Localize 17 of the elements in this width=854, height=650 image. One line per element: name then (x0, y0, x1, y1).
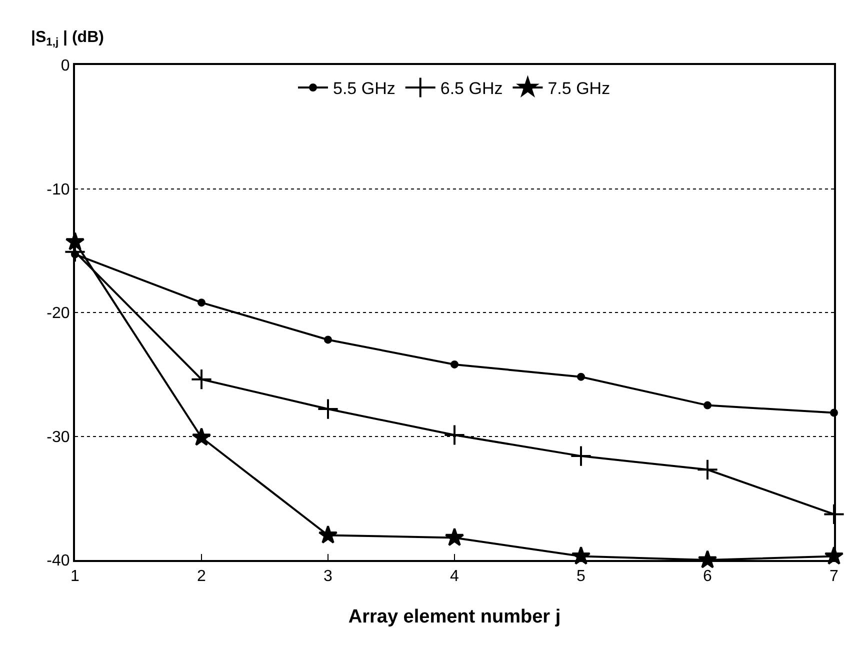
x-tick-label: 7 (830, 568, 839, 586)
x-tick-label: 3 (324, 568, 333, 586)
x-tick-label: 2 (197, 568, 206, 586)
y-tick-label: -10 (46, 181, 70, 198)
legend-label: 6.5 GHz (440, 79, 503, 98)
legend-label: 5.5 GHz (333, 79, 396, 98)
legend-label: 7.5 GHz (548, 79, 610, 98)
x-axis-title: Array element number j (348, 606, 561, 628)
x-tick-label: 5 (576, 568, 586, 586)
y-tick-label: -30 (46, 428, 70, 446)
x-tick-label: 4 (450, 568, 460, 586)
x-tick-label: 1 (70, 568, 80, 586)
x-tick-label: 6 (703, 568, 712, 586)
y-axis-title: |S$_{1,j}$ | (dB) (31, 29, 104, 48)
y-tick-label: 0 (60, 58, 70, 75)
y-tick-label: -20 (46, 305, 70, 322)
y-tick-label: -40 (46, 552, 70, 570)
